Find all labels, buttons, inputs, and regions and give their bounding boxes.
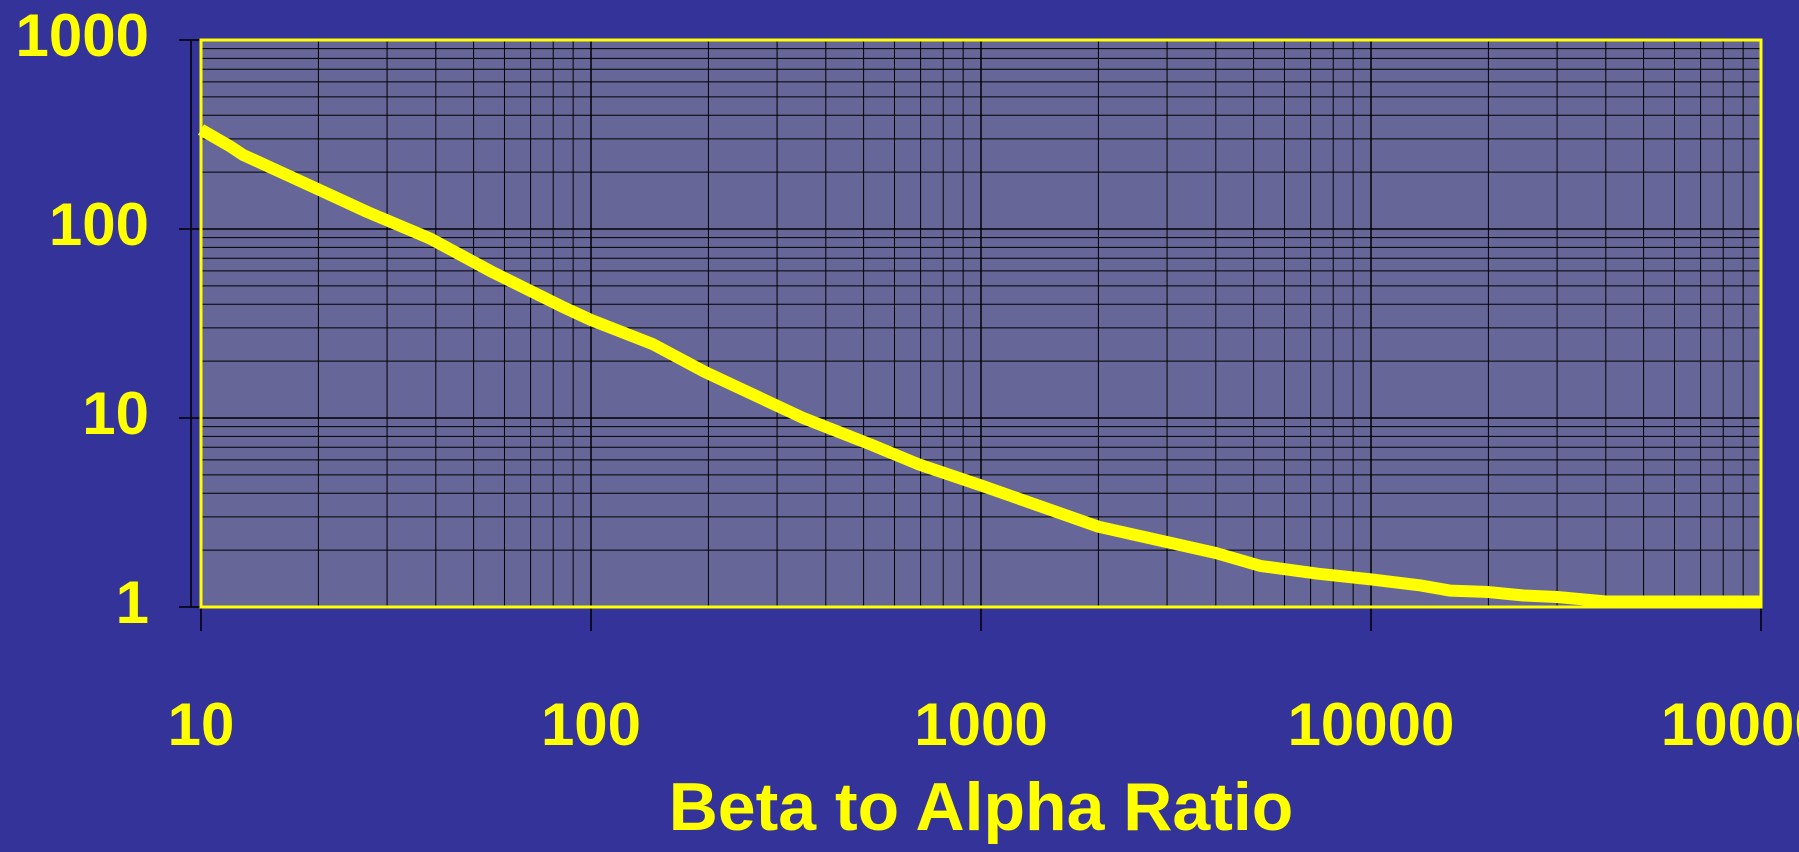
plot-border [199,38,1763,609]
y-tick-label: 10 [82,380,149,447]
x-tick-label: 1000 [914,691,1047,758]
data-line [198,124,1761,608]
y-tick-label: 1000 [16,2,149,69]
y-tick-label: 100 [49,191,149,258]
x-tick-label: 100 [541,691,641,758]
x-tick-label: 100000 [1661,691,1799,758]
y-tick-label: 1 [116,569,149,636]
x-tick-label: 10 [168,691,235,758]
x-axis-label: Beta to Alpha Ratio [669,769,1294,845]
x-tick-label: 10000 [1288,691,1455,758]
